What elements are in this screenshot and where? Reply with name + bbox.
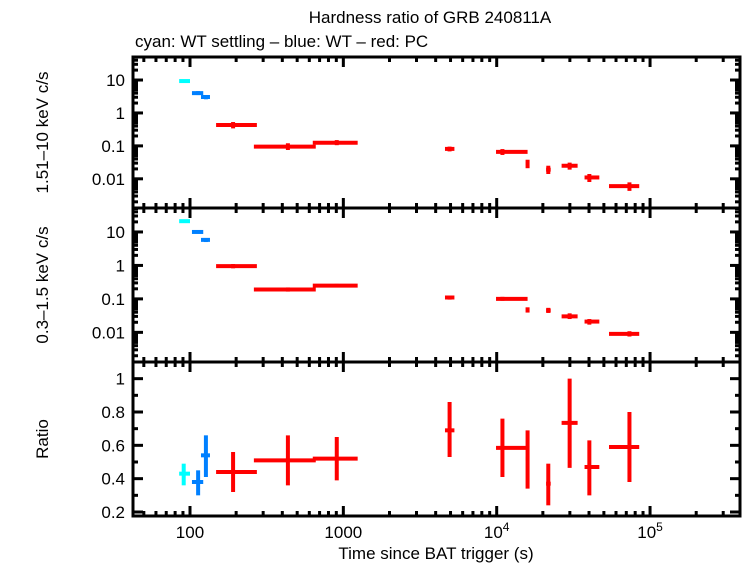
x-tick-label-base: 10 — [637, 523, 656, 542]
data-point — [253, 143, 316, 151]
y-tick-label: 10 — [106, 71, 125, 90]
data-point — [191, 91, 204, 96]
y-tick-label: 0.1 — [101, 137, 125, 156]
data-point — [546, 165, 551, 175]
chart-title: Hardness ratio of GRB 240811A — [309, 8, 552, 27]
data-point — [561, 313, 578, 320]
data-point — [201, 95, 210, 100]
chart-subtitle: cyan: WT settling – blue: WT – red: PC — [135, 32, 428, 51]
x-tick-label: 1000 — [324, 523, 362, 542]
data-point — [216, 452, 257, 492]
data-point — [191, 229, 204, 234]
data-point — [561, 378, 578, 468]
data-point — [584, 174, 600, 183]
data-point — [496, 418, 528, 477]
y-tick-label: 10 — [106, 223, 125, 242]
data-point — [496, 296, 528, 301]
y-axis-label-soft: 0.3–1.5 keV c/s — [33, 226, 52, 343]
y-tick-label: 0.2 — [101, 503, 125, 522]
data-point — [609, 182, 640, 191]
panel-frame — [131, 360, 742, 518]
data-point — [253, 287, 316, 292]
data-point — [546, 463, 551, 506]
y-tick-label: 0.1 — [101, 290, 125, 309]
x-tick-label-exponent: 5 — [656, 520, 663, 534]
y-tick-label: 0.01 — [92, 170, 125, 189]
x-tick-labels: 100 1000 104 105 — [176, 520, 663, 542]
data-point — [191, 470, 204, 496]
data-point — [216, 264, 257, 269]
data-point — [525, 159, 530, 169]
data-point — [584, 440, 600, 496]
data-point — [312, 283, 358, 288]
data-point — [546, 307, 551, 313]
x-tick-label-base: 100 — [176, 523, 204, 542]
y-tick-label: 0.8 — [101, 403, 125, 422]
x-tick-label-base: 10 — [484, 523, 503, 542]
panel-frame — [131, 206, 742, 364]
panel-frame — [131, 55, 742, 210]
data-point — [444, 295, 455, 300]
data-point — [609, 331, 640, 337]
y-tick-label: 1 — [116, 370, 125, 389]
x-tick-label: 100 — [176, 523, 204, 542]
y-tick-label: 0.4 — [101, 470, 125, 489]
data-point — [179, 219, 190, 224]
data-point — [201, 435, 210, 477]
data-point — [444, 146, 455, 152]
data-point — [253, 435, 316, 486]
x-tick-label: 104 — [484, 520, 510, 542]
x-axis-label: Time since BAT trigger (s) — [338, 544, 533, 563]
y-tick-label: 1 — [116, 104, 125, 123]
data-point — [444, 402, 455, 457]
data-point — [525, 307, 530, 313]
data-point — [609, 412, 640, 482]
data-point — [179, 79, 190, 84]
data-point — [561, 162, 578, 170]
y-tick-label: 0.01 — [92, 323, 125, 342]
panel-ratio: 1 0.8 0.6 0.4 0.2 Ratio — [33, 360, 742, 522]
data-point — [216, 122, 257, 129]
data-point — [201, 237, 210, 243]
data-point — [312, 437, 358, 481]
panel-soft: 10 1 0.1 0.01 0.3–1.5 keV c/s — [33, 206, 742, 364]
y-axis-label-hard: 1.51–10 keV c/s — [33, 72, 52, 194]
x-tick-label-base: 1000 — [324, 523, 362, 542]
y-axis-label-ratio: Ratio — [33, 419, 52, 459]
panel-hard: 10 1 0.1 0.01 1.51–10 keV c/s — [33, 55, 742, 210]
data-point — [584, 319, 600, 325]
plot-panels: 10 1 0.1 0.01 1.51–10 keV c/s 10 1 0.1 0.01 0.3–1… — [33, 55, 742, 522]
x-tick-label: 105 — [637, 520, 663, 542]
data-point — [496, 149, 528, 155]
y-tick-label: 1 — [116, 256, 125, 275]
data-point — [525, 430, 530, 489]
data-point — [312, 140, 358, 146]
y-tick-label: 0.6 — [101, 436, 125, 455]
data-point — [179, 463, 190, 486]
x-tick-label-exponent: 4 — [503, 520, 510, 534]
